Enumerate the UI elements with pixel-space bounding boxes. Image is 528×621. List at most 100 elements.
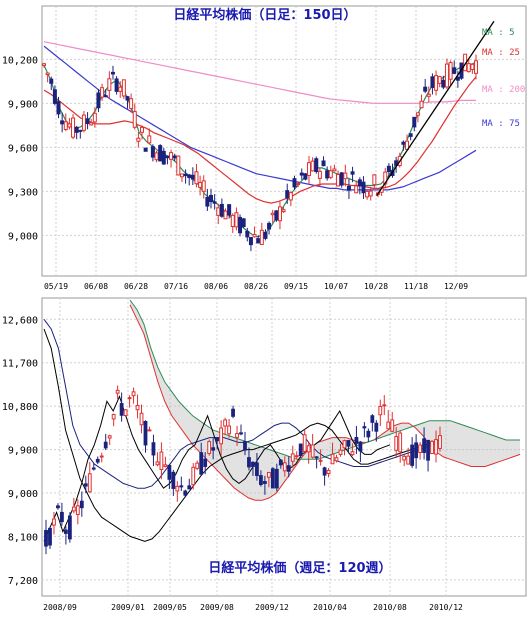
ma200-line <box>43 41 476 104</box>
weekly-candle-body <box>215 437 220 442</box>
weekly-x-tick-label: 2008/09 <box>43 603 77 612</box>
daily-candle-body <box>78 129 83 132</box>
daily-candle-body <box>154 152 159 161</box>
weekly-candle-body <box>338 449 343 455</box>
daily-y-tick-label: 10,200 <box>2 55 38 66</box>
daily-candle-body <box>321 160 326 167</box>
daily-candle-body <box>125 96 130 101</box>
weekly-candle-body <box>223 419 227 427</box>
daily-candle-body <box>317 170 322 179</box>
daily-candle-body <box>252 233 257 238</box>
daily-candle-body <box>234 212 239 228</box>
weekly-candle-body <box>123 409 128 416</box>
daily-grid <box>42 6 526 276</box>
daily-candle-body <box>143 147 148 152</box>
daily-candle-body <box>386 165 391 172</box>
daily-candle-body <box>165 155 170 159</box>
weekly-x-tick-label: 2010/12 <box>429 603 463 612</box>
weekly-candle-body <box>75 505 80 515</box>
weekly-candle-body <box>60 511 64 523</box>
weekly-ichimoku-cloud <box>130 300 520 501</box>
weekly-candle-body <box>322 467 327 476</box>
weekly-candle-body <box>259 475 263 486</box>
daily-candle-body <box>470 63 475 71</box>
weekly-candle-body <box>103 441 108 449</box>
daily-candle-body <box>281 209 286 213</box>
daily-legend-entry: MA : 5 <box>482 28 515 38</box>
weekly-candle-body <box>143 420 148 446</box>
weekly-candle-body <box>131 391 136 397</box>
daily-candle-body <box>466 63 471 73</box>
senkou-a-line <box>129 304 521 501</box>
daily-candle-body <box>394 160 399 166</box>
weekly-candle-body <box>155 461 160 466</box>
daily-candle-body <box>372 174 377 186</box>
weekly-candle-body <box>390 419 395 432</box>
daily-candle-body <box>114 78 119 92</box>
daily-candle-body <box>325 170 330 179</box>
weekly-candle-body <box>56 505 60 509</box>
daily-y-ticks: 10,200 9,900 9,600 9,300 9,000 <box>2 55 38 242</box>
daily-y-tick-label: 9,600 <box>8 143 38 154</box>
weekly-candle-body <box>418 444 423 453</box>
weekly-candle-body <box>358 441 363 452</box>
daily-candle-body <box>437 76 442 84</box>
daily-candle-body <box>430 76 435 88</box>
tenkan-line <box>43 328 441 542</box>
daily-candle-body <box>42 63 46 66</box>
daily-trendline-line <box>376 20 495 197</box>
weekly-candle-body <box>382 404 387 407</box>
weekly-candle-body <box>159 451 164 471</box>
weekly-candle-body <box>378 406 383 416</box>
weekly-candle-body <box>48 527 52 546</box>
weekly-candle-body <box>414 442 419 459</box>
weekly-candle-body <box>207 441 212 454</box>
weekly-candle-body <box>44 529 48 547</box>
weekly-candle-body <box>294 455 299 458</box>
weekly-candle-body <box>67 515 72 540</box>
weekly-candle-body <box>195 462 200 469</box>
weekly-x-tick-label: 2009/08 <box>200 603 234 612</box>
daily-candle-body <box>415 112 420 116</box>
daily-candle-body <box>444 63 449 88</box>
daily-candle-body <box>405 140 410 150</box>
daily-candle-body <box>452 67 457 74</box>
weekly-candle-body <box>374 422 379 432</box>
weekly-candle-body <box>127 397 132 400</box>
weekly-candle-body <box>87 473 92 493</box>
weekly-candle-body <box>139 412 144 426</box>
weekly-candle-body <box>326 469 331 474</box>
daily-candle-body <box>230 214 235 227</box>
weekly-chart: 12,600 11,700 10,800 9,900 9,000 8,100 7,200 2… <box>2 297 527 612</box>
daily-candle-body <box>103 95 108 98</box>
weekly-candle-body <box>171 471 176 489</box>
daily-candle-body <box>336 174 341 187</box>
weekly-candle-body <box>99 455 104 458</box>
daily-candle-body <box>227 204 232 216</box>
daily-x-tick-label: 07/16 <box>164 282 188 291</box>
weekly-candle-body <box>52 518 56 526</box>
daily-candle-body <box>150 146 155 158</box>
daily-candles <box>42 53 478 252</box>
weekly-x-tick-label: 2009/12 <box>255 603 289 612</box>
weekly-chart-frame <box>41 297 527 597</box>
daily-candle-body <box>201 180 206 192</box>
weekly-candle-body <box>91 467 96 470</box>
weekly-candle-body <box>438 435 442 449</box>
daily-candle-body <box>310 160 315 172</box>
weekly-x-tick-label: 2009/01 <box>111 603 145 612</box>
daily-candle-body <box>303 173 308 180</box>
kijun-line <box>43 319 441 489</box>
daily-x-tick-label: 06/28 <box>124 282 148 291</box>
weekly-candle-body <box>219 427 224 445</box>
weekly-candle-body <box>191 466 196 486</box>
daily-candle-body <box>198 182 203 188</box>
daily-candle-body <box>419 100 424 109</box>
weekly-candle-body <box>175 485 180 492</box>
daily-x-tick-label: 10/28 <box>364 282 388 291</box>
daily-candle-body <box>361 181 366 194</box>
weekly-candle-body <box>318 459 323 462</box>
daily-candle-body <box>299 172 304 176</box>
weekly-candle-body <box>227 425 231 435</box>
daily-candle-body <box>314 158 319 173</box>
